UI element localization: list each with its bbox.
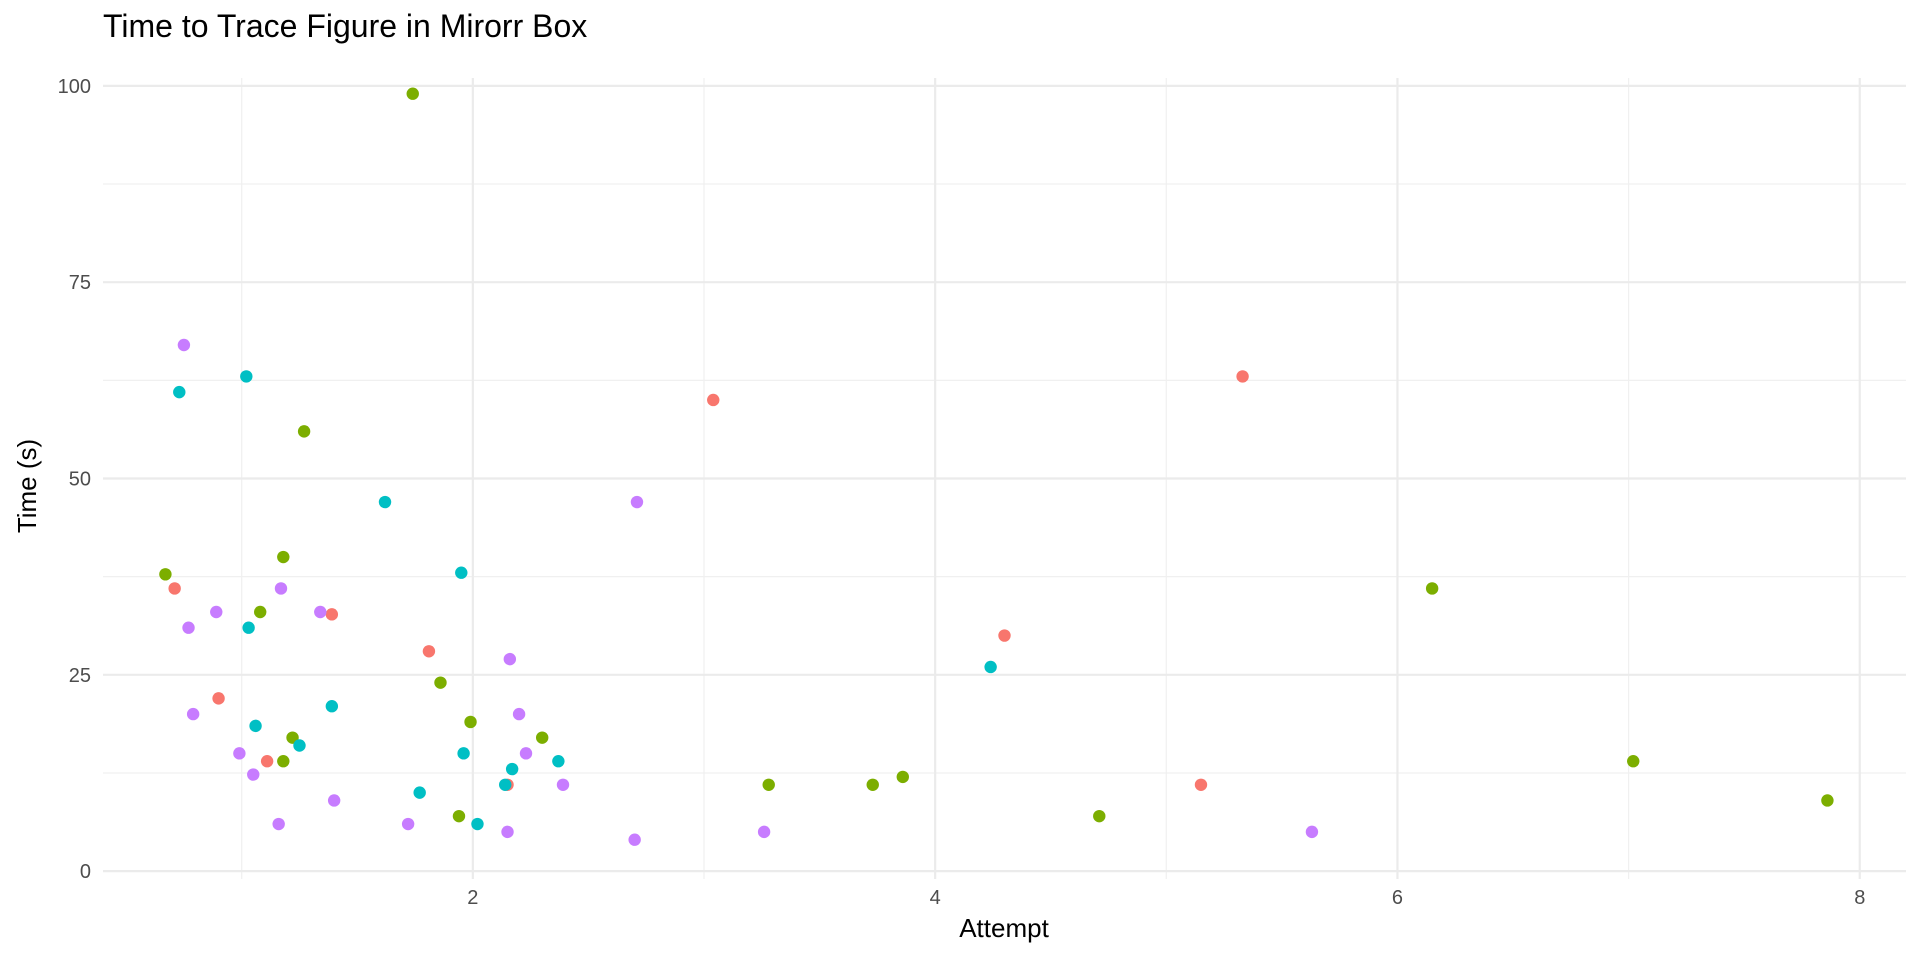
data-point [272,817,285,831]
data-point [210,605,223,619]
x-axis-tick-labels: 2 4 6 8 [467,887,1865,909]
data-point [499,778,512,791]
data-point [413,786,426,799]
data-point [247,768,260,781]
data-point [314,605,327,619]
data-point [325,608,339,621]
y-tick-label: 0 [80,861,91,883]
data-point [1627,755,1640,768]
x-axis-title: Attempt [959,913,1049,943]
data-point [1821,794,1834,807]
data-point [457,747,470,760]
data-point [455,566,468,579]
data-points [159,87,1834,846]
major-gridlines [103,78,1906,879]
data-point [1305,825,1319,839]
x-tick-label: 2 [467,887,478,909]
data-point [866,778,879,791]
y-tick-label: 75 [69,272,91,294]
data-point [464,715,477,729]
data-point [168,582,181,595]
data-point [452,809,466,823]
data-point [212,692,225,705]
y-tick-label: 50 [69,469,91,491]
data-point [401,817,415,831]
data-point [552,755,565,768]
data-point [182,621,195,634]
data-point [505,762,519,776]
data-point [556,778,570,791]
y-axis-title: Time (s) [12,439,42,533]
data-point [707,393,720,407]
data-point [253,605,267,619]
data-point [434,676,447,689]
data-point [249,719,262,733]
data-point [519,747,533,760]
data-point [535,731,549,744]
data-point [406,87,419,100]
x-tick-label: 8 [1854,887,1865,909]
data-point [630,495,644,509]
data-point [277,755,290,768]
x-tick-label: 6 [1392,887,1403,909]
data-point [277,550,290,564]
data-point [293,739,306,752]
data-point [896,770,909,784]
data-point [1425,582,1439,595]
data-point [998,629,1011,642]
data-point [177,338,191,352]
y-tick-label: 100 [58,76,91,98]
chart-title: Time to Trace Figure in Mirorr Box [103,8,588,44]
data-point [242,621,255,634]
data-point [274,582,288,595]
data-point [186,707,200,721]
data-point [762,778,775,791]
data-point [173,385,186,399]
data-point [501,825,514,839]
data-point [422,645,436,658]
data-point [297,425,311,438]
data-point [512,707,526,721]
data-point [503,652,517,666]
data-point [240,370,253,383]
data-point [327,794,341,807]
y-tick-label: 25 [69,665,91,687]
data-point [159,568,172,581]
data-point [984,660,997,674]
data-point [1093,809,1106,823]
data-point [628,833,641,846]
data-point [325,700,339,713]
data-point [378,495,392,509]
data-point [260,755,274,768]
data-point [471,817,484,831]
y-axis-tick-labels: 0 25 50 75 100 [58,76,91,883]
data-point [233,747,246,760]
data-point [1236,370,1249,383]
data-point [757,825,771,839]
x-tick-label: 4 [930,887,941,909]
data-point [1194,778,1208,791]
